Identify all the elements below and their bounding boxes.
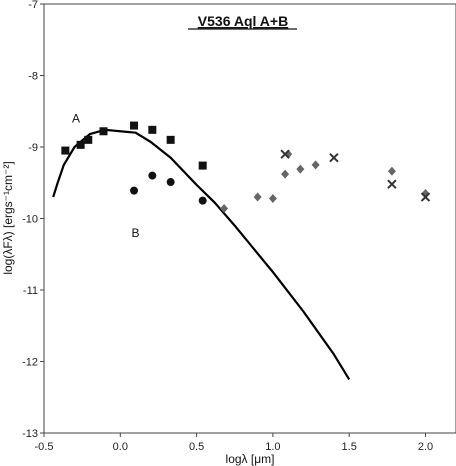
y-tick-label: -9 — [28, 142, 38, 154]
annotation-a: A — [72, 111, 80, 125]
circle-point — [198, 196, 207, 205]
cross-point — [420, 192, 431, 202]
circle-point — [148, 171, 157, 180]
diamond-point — [220, 203, 229, 213]
y-tick-label: -12 — [22, 357, 38, 369]
model-curve-layer — [52, 128, 351, 380]
square-point — [61, 146, 70, 155]
circle-point — [130, 186, 139, 195]
square-point — [76, 140, 85, 149]
cross-point — [280, 149, 290, 159]
cross-point — [329, 153, 339, 163]
square-point — [84, 135, 93, 144]
diamond-point — [311, 160, 320, 170]
circle-point — [166, 178, 175, 187]
square-point — [198, 161, 207, 170]
diamond-point — [296, 164, 305, 174]
axis-ticks: -0.5 0.0 0.5 1.0 1.5 2.0 -13 -12 -11 -10 -9 -8 -7 — [22, 0, 433, 453]
x-tick-label: 2.0 — [418, 441, 433, 453]
chart-title: V536 Aql A+B — [198, 13, 288, 29]
diamond-point — [387, 166, 396, 176]
x-tick-label: 0.5 — [189, 441, 204, 453]
y-tick-label: -8 — [28, 71, 38, 83]
data-marks — [61, 121, 431, 213]
x-tick-label: 0.0 — [113, 441, 128, 453]
x-tick-label: -0.5 — [35, 441, 54, 453]
x-tick-label: 1.5 — [342, 441, 357, 453]
square-point — [99, 127, 108, 136]
x-tick-label: 1.0 — [265, 441, 280, 453]
model-curve — [52, 128, 351, 380]
square-point — [148, 125, 157, 134]
y-axis-label: log(λFλ) [ergs⁻¹cm⁻²] — [1, 161, 15, 274]
diamond-point — [281, 169, 290, 179]
x-axis-label: logλ [μm] — [226, 452, 275, 466]
plot-frame — [43, 3, 456, 434]
y-tick-label: -10 — [22, 214, 38, 226]
diamond-point — [268, 193, 277, 203]
square-point — [130, 121, 139, 130]
diamond-point — [253, 192, 262, 202]
cross-point — [387, 179, 397, 189]
annotation-b: B — [132, 226, 140, 240]
y-tick-label: -13 — [22, 428, 38, 440]
y-tick-label: -11 — [23, 285, 38, 297]
y-tick-label: -7 — [28, 0, 38, 11]
square-point — [166, 135, 175, 144]
